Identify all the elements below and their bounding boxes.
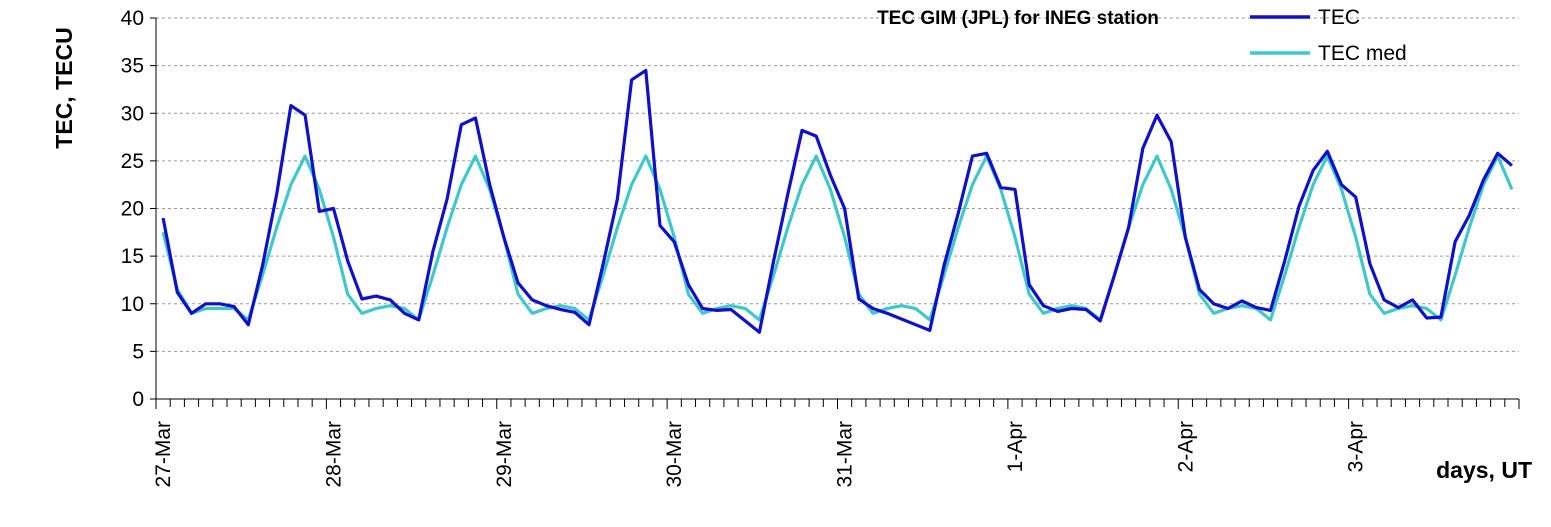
y-tick-label: 5 [132,340,144,363]
x-tick-label: 27-Mar [152,421,175,488]
x-tick-label: 30-Mar [663,421,686,488]
legend-label: TEC [1318,6,1360,29]
y-tick-label: 40 [121,7,144,30]
y-tick-label: 15 [121,245,144,268]
x-axis-title: days, UT [1436,457,1532,483]
y-tick-label: 30 [121,102,144,125]
y-tick-label: 10 [121,293,144,316]
y-axis-title: TEC, TECU [51,27,77,148]
x-tick-marks [155,399,1520,409]
y-tick-label: 0 [132,388,144,411]
x-tick-label: 28-Mar [322,421,345,488]
x-tick-label: 3-Apr [1345,421,1368,472]
legend-label: TEC med [1318,42,1407,65]
legend: TEC TEC med [1250,6,1407,65]
series-line-tec [161,68,1513,334]
series-lines [161,68,1514,334]
y-tick-labels: 0 5 10 15 20 25 30 35 40 [121,7,144,411]
series-line-tec-med [161,154,1514,322]
x-tick-label: 29-Mar [493,421,516,488]
x-tick-labels: 27-Mar 28-Mar 29-Mar 30-Mar 31-Mar 1-Apr 2-Apr… [152,421,1368,488]
chart-title: TEC GIM (JPL) for INEG station [877,8,1159,29]
y-tick-label: 20 [121,198,144,221]
x-tick-label: 1-Apr [1004,421,1027,472]
x-tick-label: 31-Mar [834,421,857,488]
y-tick-label: 35 [121,55,144,78]
x-tick-label: 2-Apr [1174,421,1197,472]
y-tick-label: 25 [121,150,144,173]
